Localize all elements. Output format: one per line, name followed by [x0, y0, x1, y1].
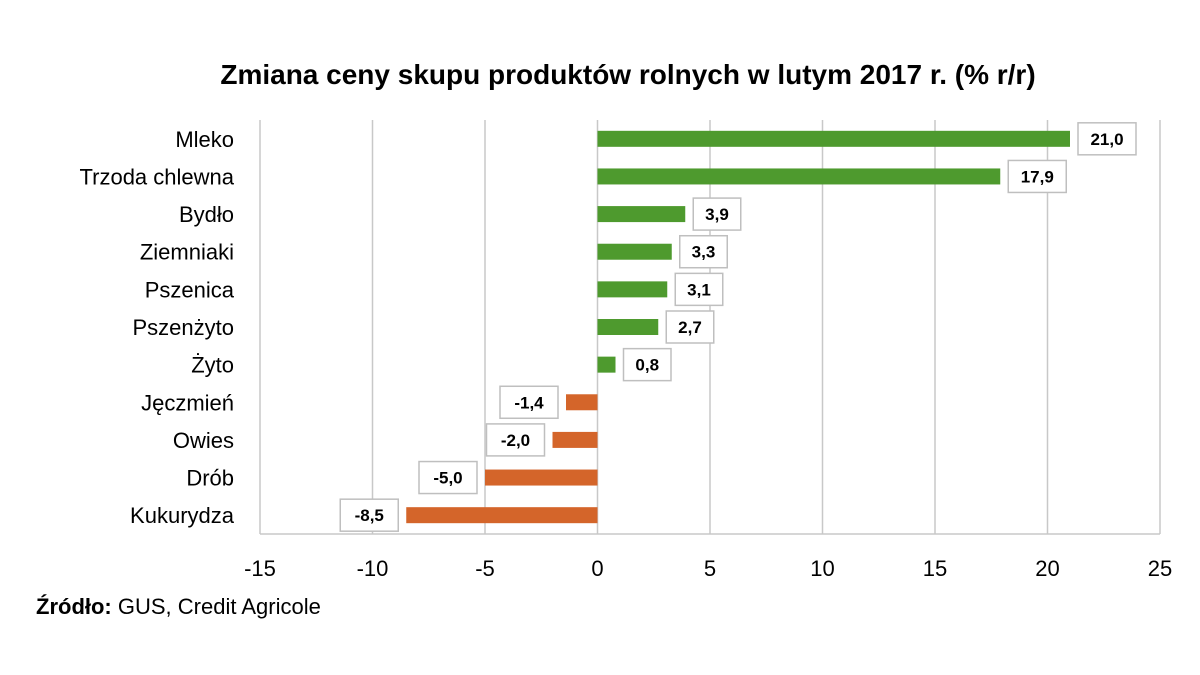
source-note: Źródło: GUS, Credit Agricole [36, 594, 321, 620]
data-label-box [679, 234, 728, 269]
data-label-text: 0,8 [635, 356, 659, 375]
category-label: Żyto [191, 353, 234, 378]
data-label-box [339, 498, 399, 532]
category-labels: Mleko Trzoda chlewna Bydło Ziemniaki Pszenic… [80, 127, 235, 528]
data-label: 17,9 [1007, 159, 1067, 194]
data-label: -8,5 [339, 498, 399, 532]
data-label: 21,0 [1077, 122, 1137, 156]
data-label-box [418, 460, 478, 495]
category-label: Owies [173, 428, 234, 453]
bar [597, 206, 686, 223]
x-tick-label: 10 [810, 556, 834, 581]
data-label: 2,7 [665, 310, 715, 344]
data-label-text: -5,0 [433, 469, 462, 488]
category-label: Kukurydza [130, 503, 235, 528]
data-label-text: 3,3 [692, 243, 716, 262]
data-label-box [622, 347, 672, 382]
bars [406, 130, 1070, 524]
bar [566, 394, 598, 411]
data-label-text: -1,4 [514, 393, 544, 412]
data-label-box [692, 197, 742, 231]
source-text: GUS, Credit Agricole [111, 594, 321, 619]
x-tick-label: 0 [591, 556, 603, 581]
data-label: -1,4 [499, 385, 559, 420]
x-tick-label: 15 [923, 556, 947, 581]
bar-chart: Zmiana ceny skupu produktów rolnych w lu… [80, 59, 1173, 581]
data-label: -5,0 [418, 460, 478, 495]
data-label: 3,3 [679, 234, 728, 269]
data-label-text: 17,9 [1021, 167, 1054, 186]
data-label-box [665, 310, 715, 344]
x-tick-label: 25 [1148, 556, 1172, 581]
data-label: 3,9 [692, 197, 742, 231]
category-label: Pszenica [145, 277, 235, 302]
data-label-text: 3,1 [687, 280, 711, 299]
bar [597, 243, 672, 260]
category-label: Trzoda chlewna [80, 164, 235, 189]
data-label-box [499, 385, 559, 420]
data-label-text: 2,7 [678, 318, 702, 337]
category-label: Pszenżyto [133, 315, 235, 340]
data-label-box [1007, 159, 1067, 194]
x-tick-label: -15 [244, 556, 276, 581]
source-label: Źródło: [36, 594, 112, 619]
bar [597, 130, 1070, 147]
bar [406, 507, 598, 524]
x-tick-label: -5 [475, 556, 495, 581]
data-label-text: 3,9 [705, 205, 729, 224]
data-label-box [674, 272, 724, 307]
x-axis-ticks: -15 -10 -5 0 5 10 15 20 25 [244, 556, 1172, 581]
data-label: -2,0 [485, 423, 546, 457]
bar [485, 469, 598, 486]
data-label-box [485, 423, 546, 457]
x-tick-label: -10 [357, 556, 389, 581]
bar [597, 281, 668, 298]
category-label: Drób [186, 466, 234, 491]
data-label-text: -2,0 [501, 431, 530, 450]
data-label-box [1077, 122, 1137, 156]
bar [597, 356, 616, 373]
category-label: Jęczmień [141, 390, 234, 415]
bar [552, 431, 598, 448]
data-label: 0,8 [622, 347, 672, 382]
category-label: Mleko [175, 127, 234, 152]
x-tick-label: 5 [704, 556, 716, 581]
data-label-text: -8,5 [355, 506, 384, 525]
data-labels: 21,0 17,9 3,9 3,3 3,1 2,7 0,8 -1,4 -2,0 -5,0 -8,5 [339, 122, 1137, 532]
data-label: 3,1 [674, 272, 724, 307]
chart-title: Zmiana ceny skupu produktów rolnych w lu… [220, 59, 1035, 90]
bar [597, 319, 659, 335]
category-label: Ziemniaki [140, 240, 234, 265]
x-tick-label: 20 [1035, 556, 1059, 581]
data-label-text: 21,0 [1090, 130, 1123, 149]
category-label: Bydło [179, 202, 234, 227]
bar [597, 168, 1001, 185]
